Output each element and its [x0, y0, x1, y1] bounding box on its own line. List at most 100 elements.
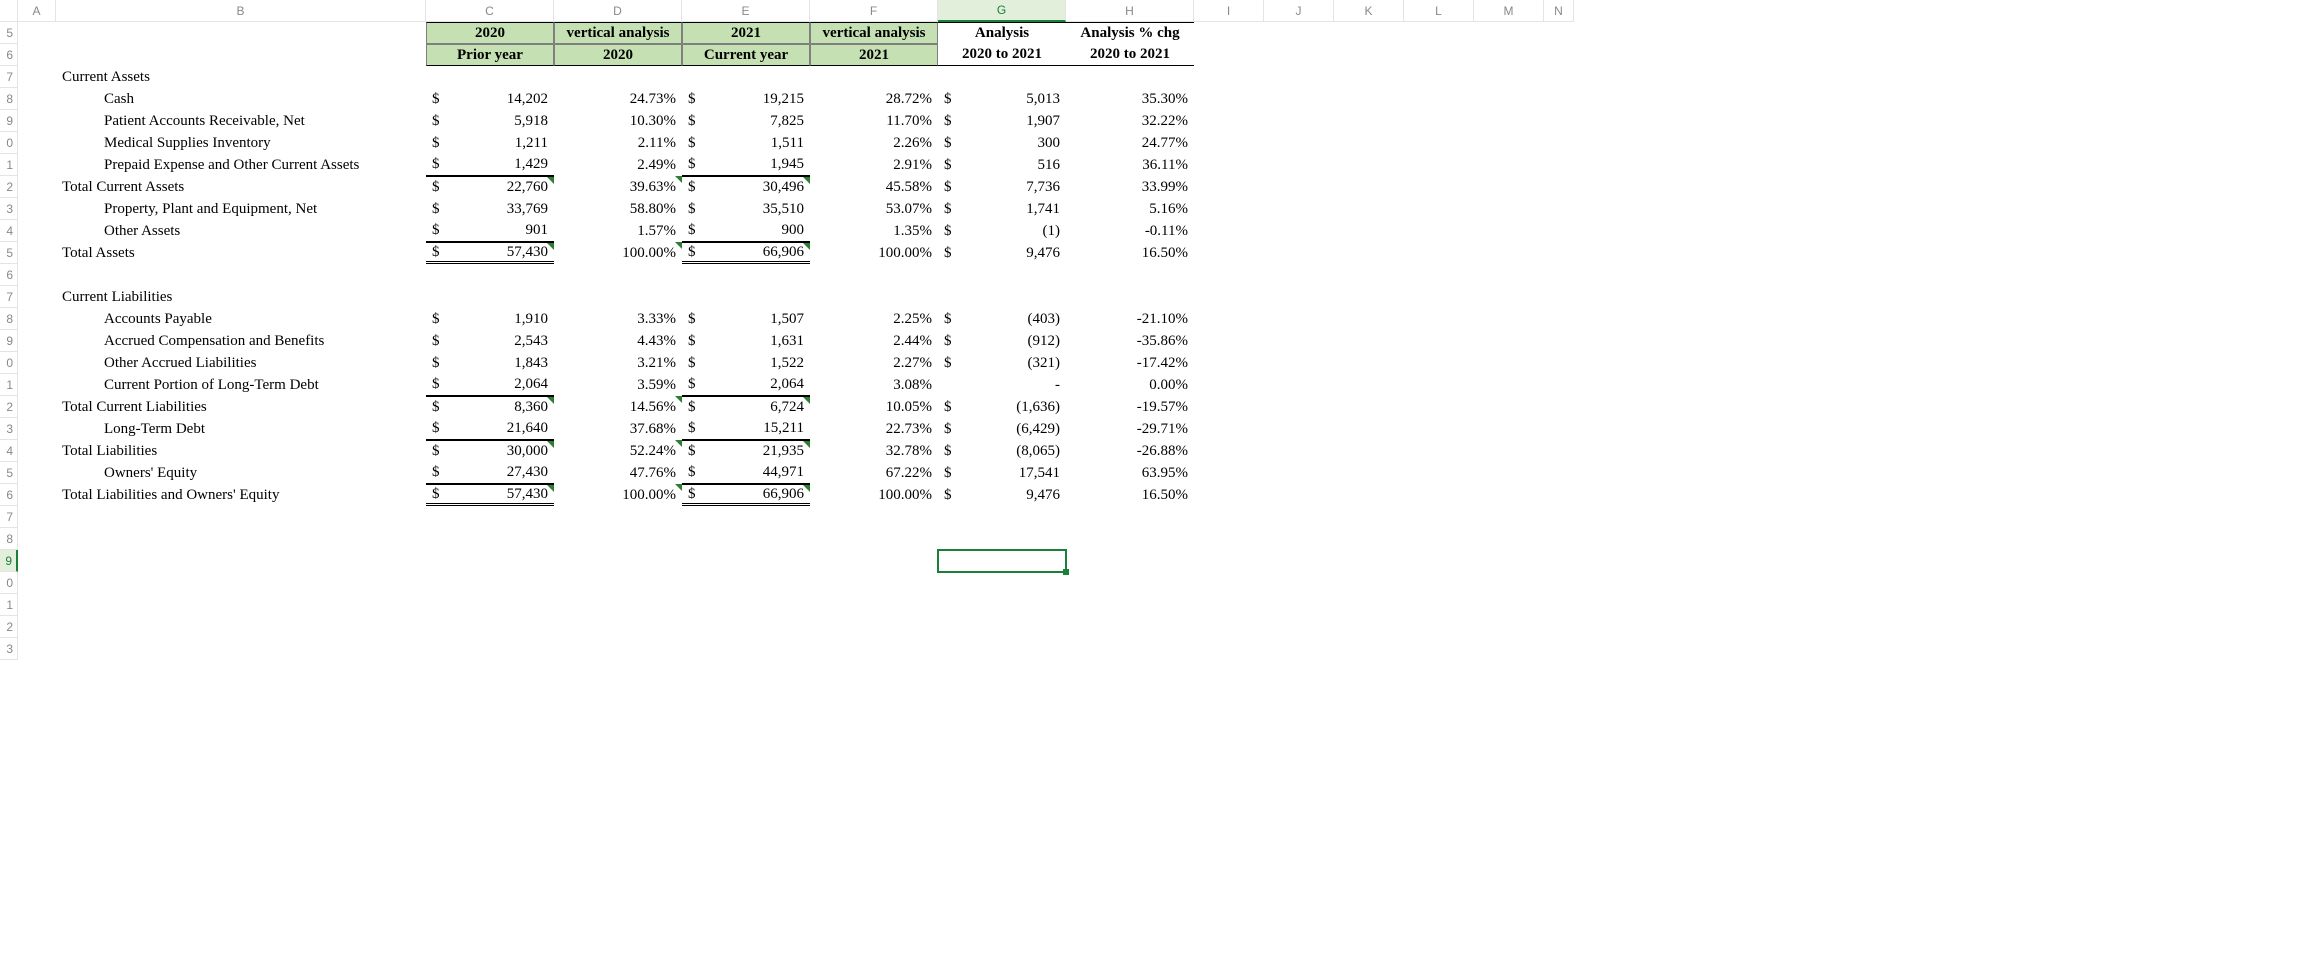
- cell-H15[interactable]: 16.50%: [1066, 242, 1194, 264]
- row-header-32[interactable]: 2: [0, 616, 18, 638]
- cell-K32[interactable]: [1334, 616, 1404, 638]
- cell-I13[interactable]: [1194, 198, 1264, 220]
- cell-C9[interactable]: $5,918: [426, 110, 554, 132]
- cell-N26[interactable]: [1544, 484, 1574, 506]
- cell-G18[interactable]: $(403): [938, 308, 1066, 330]
- cell-H23[interactable]: -29.71%: [1066, 418, 1194, 440]
- cell-D17[interactable]: [554, 286, 682, 308]
- col-header-L[interactable]: L: [1404, 0, 1474, 22]
- cell-G8[interactable]: $5,013: [938, 88, 1066, 110]
- cell-F26[interactable]: 100.00%: [810, 484, 938, 506]
- cell-M11[interactable]: [1474, 154, 1544, 176]
- cell-A18[interactable]: [18, 308, 56, 330]
- cell-A6[interactable]: [18, 44, 56, 66]
- cell-C27[interactable]: [426, 506, 554, 528]
- cell-L14[interactable]: [1404, 220, 1474, 242]
- cell-J5[interactable]: [1264, 22, 1334, 44]
- cell-J11[interactable]: [1264, 154, 1334, 176]
- cell-B9[interactable]: Patient Accounts Receivable, Net: [56, 110, 426, 132]
- cell-I7[interactable]: [1194, 66, 1264, 88]
- cell-M10[interactable]: [1474, 132, 1544, 154]
- cell-K10[interactable]: [1334, 132, 1404, 154]
- col-header-C[interactable]: C: [426, 0, 554, 22]
- col-header-H[interactable]: H: [1066, 0, 1194, 22]
- cell-I6[interactable]: [1194, 44, 1264, 66]
- cell-A27[interactable]: [18, 506, 56, 528]
- cell-G14[interactable]: $(1): [938, 220, 1066, 242]
- cell-C21[interactable]: $2,064: [426, 374, 554, 396]
- cell-F11[interactable]: 2.91%: [810, 154, 938, 176]
- cell-E28[interactable]: [682, 528, 810, 550]
- cell-I29[interactable]: [1194, 550, 1264, 572]
- cell-F31[interactable]: [810, 594, 938, 616]
- cell-N13[interactable]: [1544, 198, 1574, 220]
- cell-D9[interactable]: 10.30%: [554, 110, 682, 132]
- cell-C7[interactable]: [426, 66, 554, 88]
- cell-G33[interactable]: [938, 638, 1066, 660]
- cell-F6[interactable]: 2021: [810, 44, 938, 66]
- cell-N23[interactable]: [1544, 418, 1574, 440]
- cell-D20[interactable]: 3.21%: [554, 352, 682, 374]
- cell-H20[interactable]: -17.42%: [1066, 352, 1194, 374]
- cell-H5[interactable]: Analysis % chg: [1066, 22, 1194, 44]
- cell-F25[interactable]: 67.22%: [810, 462, 938, 484]
- cell-B16[interactable]: [56, 264, 426, 286]
- cell-L17[interactable]: [1404, 286, 1474, 308]
- cell-M6[interactable]: [1474, 44, 1544, 66]
- cell-C23[interactable]: $21,640: [426, 418, 554, 440]
- cell-I22[interactable]: [1194, 396, 1264, 418]
- cell-M27[interactable]: [1474, 506, 1544, 528]
- cell-C25[interactable]: $27,430: [426, 462, 554, 484]
- cell-K12[interactable]: [1334, 176, 1404, 198]
- cell-I10[interactable]: [1194, 132, 1264, 154]
- cell-A5[interactable]: [18, 22, 56, 44]
- cell-N14[interactable]: [1544, 220, 1574, 242]
- cell-N18[interactable]: [1544, 308, 1574, 330]
- cell-F27[interactable]: [810, 506, 938, 528]
- cell-D13[interactable]: 58.80%: [554, 198, 682, 220]
- cell-J22[interactable]: [1264, 396, 1334, 418]
- cell-K29[interactable]: [1334, 550, 1404, 572]
- cell-C26[interactable]: $57,430: [426, 484, 554, 506]
- cell-M28[interactable]: [1474, 528, 1544, 550]
- cell-G16[interactable]: [938, 264, 1066, 286]
- cell-G13[interactable]: $1,741: [938, 198, 1066, 220]
- cell-K11[interactable]: [1334, 154, 1404, 176]
- cell-L18[interactable]: [1404, 308, 1474, 330]
- cell-N11[interactable]: [1544, 154, 1574, 176]
- cell-K17[interactable]: [1334, 286, 1404, 308]
- cell-F32[interactable]: [810, 616, 938, 638]
- cell-H9[interactable]: 32.22%: [1066, 110, 1194, 132]
- cell-A9[interactable]: [18, 110, 56, 132]
- cell-K27[interactable]: [1334, 506, 1404, 528]
- cell-J7[interactable]: [1264, 66, 1334, 88]
- cell-C32[interactable]: [426, 616, 554, 638]
- cell-G12[interactable]: $7,736: [938, 176, 1066, 198]
- row-header-5[interactable]: 5: [0, 22, 18, 44]
- cell-K28[interactable]: [1334, 528, 1404, 550]
- cell-E30[interactable]: [682, 572, 810, 594]
- cell-A8[interactable]: [18, 88, 56, 110]
- cell-I15[interactable]: [1194, 242, 1264, 264]
- cell-N10[interactable]: [1544, 132, 1574, 154]
- cell-G11[interactable]: $516: [938, 154, 1066, 176]
- cell-D23[interactable]: 37.68%: [554, 418, 682, 440]
- row-header-17[interactable]: 7: [0, 286, 18, 308]
- cell-F23[interactable]: 22.73%: [810, 418, 938, 440]
- cell-N16[interactable]: [1544, 264, 1574, 286]
- cell-J8[interactable]: [1264, 88, 1334, 110]
- cell-I24[interactable]: [1194, 440, 1264, 462]
- cell-N8[interactable]: [1544, 88, 1574, 110]
- cell-C6[interactable]: Prior year: [426, 44, 554, 66]
- cell-K26[interactable]: [1334, 484, 1404, 506]
- cell-B33[interactable]: [56, 638, 426, 660]
- cell-K19[interactable]: [1334, 330, 1404, 352]
- row-header-21[interactable]: 1: [0, 374, 18, 396]
- cell-J29[interactable]: [1264, 550, 1334, 572]
- cell-H8[interactable]: 35.30%: [1066, 88, 1194, 110]
- cell-I16[interactable]: [1194, 264, 1264, 286]
- cell-K33[interactable]: [1334, 638, 1404, 660]
- cell-L16[interactable]: [1404, 264, 1474, 286]
- cell-I21[interactable]: [1194, 374, 1264, 396]
- cell-I17[interactable]: [1194, 286, 1264, 308]
